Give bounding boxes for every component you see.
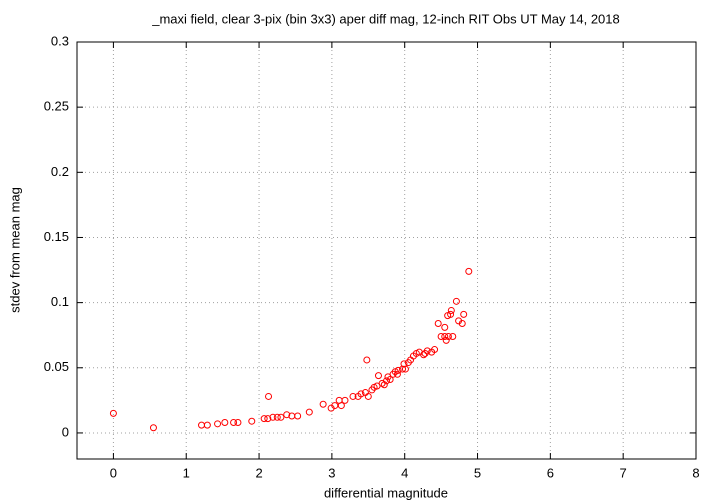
y-tick-label: 0.05 bbox=[44, 359, 69, 374]
point bbox=[305, 408, 313, 416]
point bbox=[420, 351, 428, 359]
point bbox=[441, 323, 449, 331]
point bbox=[465, 267, 473, 275]
point bbox=[383, 377, 390, 385]
y-tick-label: 0.15 bbox=[44, 229, 69, 244]
point bbox=[234, 419, 242, 427]
x-tick-label: 1 bbox=[183, 465, 190, 480]
y-tick-label: 0.25 bbox=[44, 99, 69, 114]
point bbox=[260, 415, 268, 423]
point bbox=[214, 420, 222, 428]
point bbox=[341, 396, 349, 404]
point bbox=[434, 319, 442, 327]
x-tick-label: 7 bbox=[620, 465, 627, 480]
point bbox=[331, 402, 339, 410]
point bbox=[248, 417, 256, 425]
y-tick-label: 0.3 bbox=[51, 33, 69, 48]
point bbox=[431, 346, 439, 354]
point bbox=[444, 333, 452, 341]
point bbox=[198, 421, 206, 429]
point bbox=[230, 419, 238, 427]
point bbox=[364, 392, 372, 400]
point bbox=[380, 381, 388, 389]
y-tick-label: 0.1 bbox=[51, 294, 69, 309]
point bbox=[221, 419, 229, 427]
point bbox=[447, 306, 455, 314]
point bbox=[273, 413, 281, 421]
point bbox=[441, 333, 449, 341]
point bbox=[423, 347, 431, 355]
chart-title: _maxi field, clear 3-pix (bin 3x3) aper … bbox=[151, 11, 620, 26]
point bbox=[337, 402, 345, 410]
y-axis-label: stdev from mean mag bbox=[7, 187, 22, 313]
point bbox=[357, 390, 365, 398]
x-tick-label: 0 bbox=[110, 465, 117, 480]
point bbox=[109, 409, 117, 417]
point bbox=[393, 370, 401, 378]
point bbox=[452, 297, 460, 305]
point bbox=[277, 413, 285, 421]
y-tick-label: 0 bbox=[62, 424, 69, 439]
point bbox=[319, 400, 327, 408]
point bbox=[386, 376, 394, 384]
point bbox=[458, 319, 466, 327]
point bbox=[203, 421, 211, 429]
point bbox=[442, 336, 450, 344]
point bbox=[437, 333, 445, 341]
point bbox=[447, 310, 455, 318]
point bbox=[269, 413, 277, 421]
x-tick-label: 4 bbox=[401, 465, 408, 480]
point bbox=[363, 356, 371, 364]
x-tick-label: 5 bbox=[474, 465, 481, 480]
point bbox=[394, 366, 402, 374]
point bbox=[460, 310, 468, 318]
point bbox=[149, 424, 157, 432]
x-tick-label: 2 bbox=[255, 465, 262, 480]
y-tick-label: 0.2 bbox=[51, 164, 69, 179]
x-tick-label: 8 bbox=[692, 465, 699, 480]
plot-border bbox=[76, 41, 697, 460]
point bbox=[265, 392, 273, 400]
point bbox=[283, 411, 291, 419]
x-tick-label: 3 bbox=[328, 465, 335, 480]
point bbox=[401, 365, 409, 373]
point bbox=[349, 392, 357, 400]
point bbox=[374, 372, 382, 380]
point bbox=[294, 412, 302, 420]
x-axis-label: differential magnitude bbox=[324, 485, 448, 500]
point bbox=[449, 333, 457, 341]
point bbox=[264, 415, 272, 423]
x-tick-label: 6 bbox=[547, 465, 554, 480]
